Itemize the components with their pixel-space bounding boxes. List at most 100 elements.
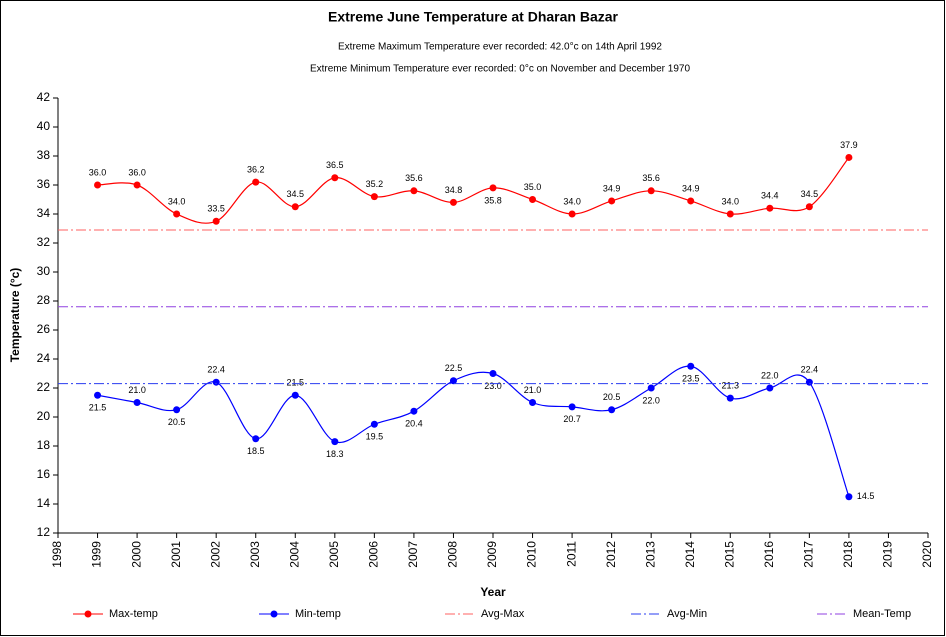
- x-tick-label: 2009: [485, 541, 499, 568]
- point: [133, 399, 141, 406]
- x-tick-label: 2016: [762, 541, 776, 568]
- data-label: 21.0: [524, 385, 542, 395]
- data-label: 22.0: [761, 370, 779, 380]
- data-label: 35.8: [484, 195, 502, 205]
- point: [252, 435, 260, 443]
- data-label: 34.5: [287, 189, 305, 199]
- data-label: 36.0: [89, 167, 107, 177]
- data-label: 36.0: [128, 167, 146, 177]
- x-tick-label: 2011: [564, 541, 578, 567]
- point: [845, 153, 853, 161]
- x-tick-label: 2012: [604, 541, 618, 568]
- point: [489, 184, 497, 192]
- point: [212, 217, 220, 225]
- legend-marker: [270, 610, 278, 618]
- y-tick-label: 42: [37, 90, 51, 104]
- x-tick-label: 2001: [169, 541, 183, 568]
- y-tick-label: 12: [37, 525, 51, 539]
- point: [410, 187, 418, 195]
- point: [568, 210, 576, 218]
- data-label: 20.4: [405, 419, 423, 429]
- subtitle: Extreme Minimum Temperature ever recorde…: [310, 64, 691, 75]
- point: [766, 384, 774, 392]
- point: [805, 378, 813, 386]
- point: [133, 181, 141, 189]
- y-tick-label: 36: [37, 177, 51, 191]
- x-tick-label: 2003: [248, 541, 262, 568]
- data-label: 22.5: [445, 363, 463, 373]
- point: [766, 204, 774, 212]
- x-tick-label: 2017: [802, 541, 816, 568]
- point: [94, 391, 102, 399]
- data-label: 33.5: [207, 204, 225, 214]
- data-label: 34.0: [563, 196, 581, 206]
- data-label: 34.8: [445, 185, 463, 195]
- point: [212, 378, 220, 386]
- point: [608, 197, 616, 205]
- legend-label: Min-temp: [295, 608, 341, 620]
- point: [568, 403, 576, 411]
- legend-label: Avg-Max: [481, 608, 525, 620]
- legend-label: Mean-Temp: [853, 608, 911, 620]
- data-label: 21.5: [287, 378, 305, 388]
- point: [529, 196, 537, 203]
- point: [489, 370, 497, 377]
- point: [173, 210, 181, 218]
- y-tick-label: 28: [37, 293, 51, 307]
- data-label: 20.5: [603, 392, 621, 402]
- point: [845, 493, 853, 501]
- x-tick-label: 2006: [367, 541, 381, 568]
- x-tick-label: 2014: [683, 541, 697, 568]
- point: [449, 198, 457, 206]
- y-tick-label: 26: [37, 322, 51, 336]
- point: [291, 203, 299, 211]
- x-tick-label: 2019: [881, 541, 895, 568]
- y-tick-label: 20: [37, 409, 51, 423]
- point: [370, 420, 378, 428]
- data-label: 37.9: [840, 140, 858, 150]
- data-label: 34.9: [603, 183, 621, 193]
- point: [687, 362, 695, 370]
- y-tick-label: 32: [37, 235, 51, 249]
- x-tick-label: 1999: [90, 541, 104, 568]
- data-label: 21.0: [128, 385, 146, 395]
- legend-label: Avg-Min: [667, 608, 707, 620]
- y-tick-label: 30: [37, 264, 51, 278]
- x-tick-label: 2015: [722, 541, 736, 568]
- legend-label: Max-temp: [109, 608, 158, 620]
- data-label: 21.3: [722, 381, 740, 391]
- data-label: 22.4: [801, 365, 819, 375]
- point: [173, 406, 181, 414]
- point: [687, 197, 695, 205]
- data-label: 35.6: [642, 173, 660, 183]
- data-label: 34.0: [168, 196, 186, 206]
- data-label: 21.5: [89, 403, 107, 413]
- data-label: 19.5: [366, 432, 384, 442]
- x-tick-label: 2008: [446, 541, 460, 568]
- data-label: 22.4: [207, 365, 225, 375]
- subtitle: Extreme Maximum Temperature ever recorde…: [338, 42, 662, 53]
- y-tick-label: 24: [37, 351, 51, 365]
- data-label: 34.5: [801, 189, 819, 199]
- data-label: 35.2: [366, 179, 384, 189]
- point: [449, 377, 457, 385]
- point: [410, 407, 418, 415]
- x-tick-label: 2007: [406, 541, 420, 568]
- data-label: 23.5: [682, 374, 700, 384]
- x-tick-label: 2002: [208, 541, 222, 568]
- y-tick-label: 14: [37, 496, 51, 510]
- data-label: 14.5: [857, 491, 875, 501]
- y-axis-label: Temperature (°c): [8, 268, 22, 363]
- x-axis-label: Year: [480, 585, 506, 599]
- x-tick-label: 2004: [287, 541, 301, 568]
- point: [647, 384, 655, 392]
- point: [805, 203, 813, 211]
- point: [529, 399, 537, 406]
- data-label: 23.0: [484, 381, 502, 391]
- data-label: 20.7: [563, 414, 581, 424]
- data-label: 35.0: [524, 182, 542, 192]
- chart-title: Extreme June Temperature at Dharan Bazar: [328, 9, 619, 25]
- data-label: 35.6: [405, 173, 423, 183]
